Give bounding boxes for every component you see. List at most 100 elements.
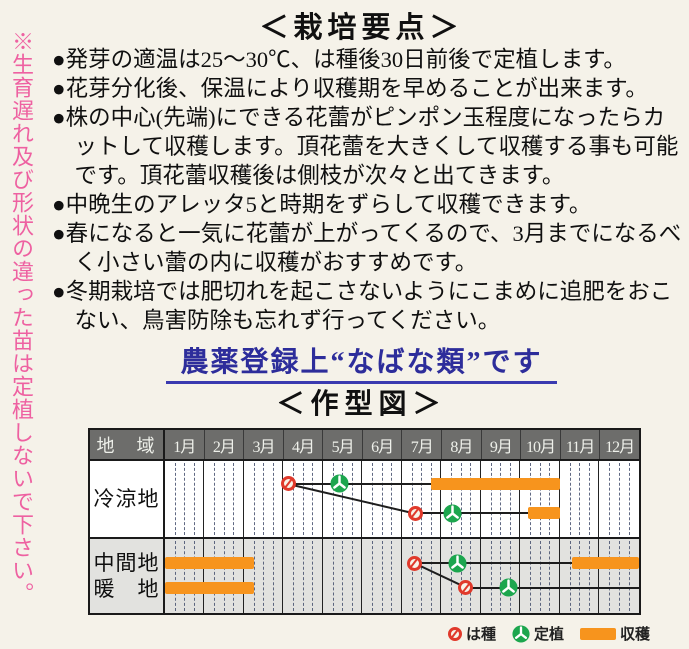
month-header-cell: 1月	[165, 430, 205, 459]
pesticide-registration-text: 農薬登録上“なばな類”です	[166, 347, 557, 384]
chart-legend: は種 定植 収穫	[0, 623, 650, 644]
month-header-cell: 10月	[521, 430, 561, 459]
harvest-bar	[571, 557, 639, 570]
harvest-bar	[165, 581, 255, 594]
ten-day-gridline	[372, 463, 374, 535]
key-point: ●中晩生のアレッタ5と時期をずらして収穫できます。	[52, 192, 592, 217]
ten-day-gridline	[588, 541, 590, 611]
month-grid-column	[363, 539, 402, 613]
ten-day-gridline	[539, 541, 541, 611]
ten-day-gridline	[391, 463, 393, 535]
ten-day-gridline	[451, 463, 453, 535]
ten-day-gridline	[549, 541, 551, 611]
key-points-list: ●発芽の適温は25～30℃、は種後30日前後で定植します。 ●花芽分化後、保温によ…	[52, 45, 685, 335]
key-point: ●冬期栽培では肥切れを起こさないようにこまめに追肥をおこない、鳥害防除も忘れず行…	[52, 279, 673, 333]
sowing-icon	[447, 626, 462, 641]
ten-day-gridline	[233, 463, 235, 535]
ten-day-gridline	[509, 541, 511, 611]
transplant-marker	[448, 554, 467, 573]
ten-day-gridline	[460, 541, 462, 611]
month-grid-column	[244, 539, 284, 613]
ten-day-gridline	[233, 541, 235, 611]
plot-area	[165, 461, 639, 537]
sowing-marker	[407, 505, 423, 521]
month-grid-column	[165, 539, 205, 613]
track-line	[414, 562, 572, 565]
harvest-icon	[579, 627, 616, 640]
ten-day-gridline	[391, 541, 393, 611]
legend-item-harvest: 収穫	[579, 623, 650, 644]
ten-day-gridline	[381, 541, 383, 611]
harvest-bar	[431, 477, 560, 490]
ten-day-gridline	[509, 463, 511, 535]
ten-day-gridline	[332, 541, 334, 611]
pesticide-registration-note: 農薬登録上“なばな類”です	[40, 340, 683, 384]
ten-day-gridline	[549, 463, 551, 535]
key-point: ●発芽の適温は25～30℃、は種後30日前後で定植します。	[52, 47, 626, 72]
month-grid-column	[284, 539, 323, 613]
ten-day-gridline	[619, 541, 621, 611]
ten-day-gridline	[351, 541, 353, 611]
track-line	[465, 586, 639, 589]
ten-day-gridline	[579, 463, 581, 535]
ten-day-gridline	[629, 541, 631, 611]
ten-day-gridline	[174, 541, 176, 611]
ten-day-gridline	[421, 463, 423, 535]
month-header-cell: 5月	[323, 430, 363, 459]
month-grid-column	[481, 461, 521, 537]
sowing-marker	[280, 476, 296, 492]
transplant-marker	[443, 504, 462, 523]
ten-day-gridline	[272, 463, 274, 535]
region-header-cell: 地 域	[90, 430, 165, 459]
ten-day-gridline	[629, 463, 631, 535]
sowing-marker	[406, 555, 422, 571]
transplant-marker	[499, 578, 518, 597]
ten-day-gridline	[263, 541, 265, 611]
ten-day-gridline	[223, 463, 225, 535]
ten-day-gridline	[609, 541, 611, 611]
ten-day-gridline	[430, 463, 432, 535]
ten-day-gridline	[342, 541, 344, 611]
ten-day-gridline	[372, 541, 374, 611]
ten-day-gridline	[263, 463, 265, 535]
month-header-cell: 9月	[482, 430, 522, 459]
month-header-cell: 6月	[363, 430, 403, 459]
ten-day-gridline	[609, 463, 611, 535]
ten-day-gridline	[293, 541, 295, 611]
chart-region-row: 冷涼地	[90, 461, 639, 537]
month-grid-column	[600, 539, 639, 613]
transplant-icon	[512, 624, 530, 643]
track-line	[288, 482, 432, 485]
page-title: ＜栽培要点＞	[259, 12, 464, 44]
month-grid-column	[521, 461, 560, 537]
ten-day-gridline	[579, 541, 581, 611]
ten-day-gridline	[588, 463, 590, 535]
legend-item-transplant: 定植	[512, 623, 564, 644]
month-grid-column	[204, 539, 244, 613]
ten-day-gridline	[500, 541, 502, 611]
month-header-cell: 2月	[205, 430, 245, 459]
vertical-caution-note: ※生育遅れ及び形状の違った苗は定植しないで下さい。	[9, 30, 34, 605]
ten-day-gridline	[174, 463, 176, 535]
ten-day-gridline	[470, 541, 472, 611]
ten-day-gridline	[569, 541, 571, 611]
month-grid-column	[323, 539, 363, 613]
ten-day-gridline	[193, 463, 195, 535]
crop-calendar-chart: 地 域 1月 2月 3月 4月 5月 6月 7月 8月 9月 10月 11月 12月 冷涼地 中間地暖 …	[88, 428, 641, 615]
ten-day-gridline	[619, 463, 621, 535]
harvest-bar	[527, 507, 560, 520]
ten-day-gridline	[530, 541, 532, 611]
ten-day-gridline	[272, 541, 274, 611]
chart-header-row: 地 域 1月 2月 3月 4月 5月 6月 7月 8月 9月 10月 11月 12月	[90, 430, 639, 461]
month-header-cell: 7月	[402, 430, 443, 459]
ten-day-gridline	[530, 463, 532, 535]
ten-day-gridline	[214, 541, 216, 611]
ten-day-gridline	[293, 463, 295, 535]
plot-area	[165, 539, 639, 613]
ten-day-gridline	[223, 541, 225, 611]
month-grid-column	[402, 539, 442, 613]
month-header-cell: 8月	[442, 430, 482, 459]
legend-sowing-label: は種	[465, 626, 496, 643]
sowing-marker	[458, 580, 474, 596]
